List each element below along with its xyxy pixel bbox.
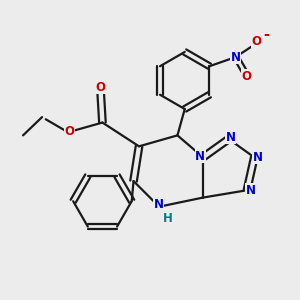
Text: O: O [242, 70, 252, 83]
Text: -: - [263, 26, 269, 41]
Text: N: N [253, 151, 263, 164]
Text: O: O [252, 35, 262, 48]
Text: H: H [164, 212, 173, 225]
Text: N: N [226, 131, 236, 144]
Text: O: O [64, 125, 74, 138]
Text: N: N [231, 51, 241, 64]
Text: N: N [195, 150, 205, 163]
Text: N: N [246, 184, 256, 197]
Text: O: O [96, 81, 106, 94]
Text: N: N [153, 198, 164, 212]
